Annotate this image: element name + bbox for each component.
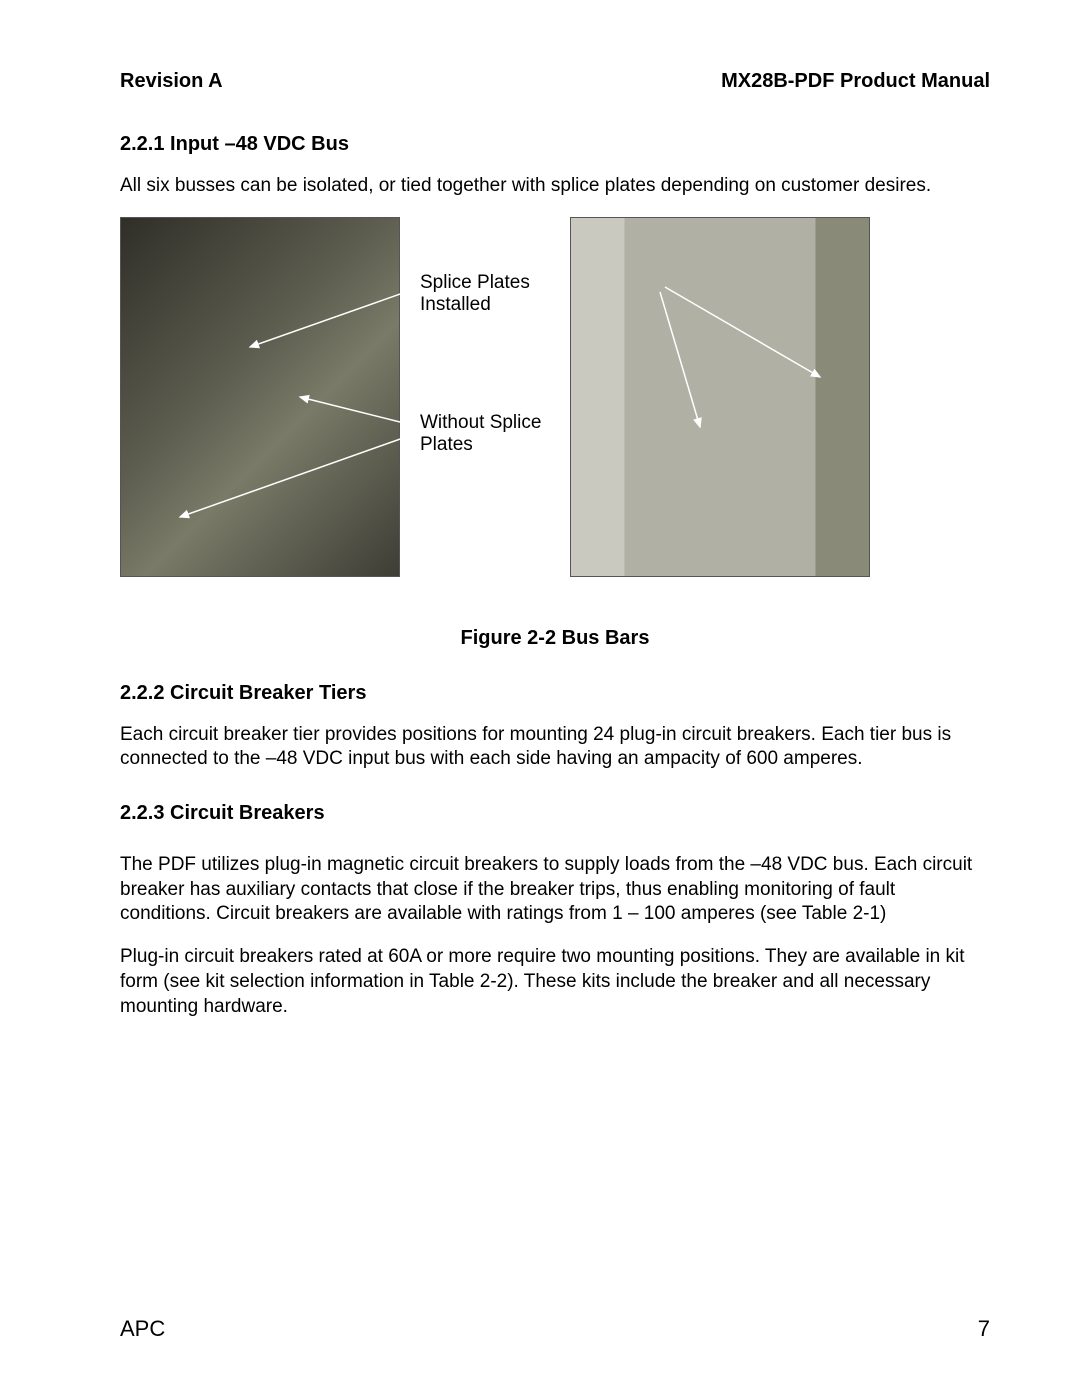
callout-without-splice: Without Splice Plates — [420, 412, 541, 458]
header-product: MX28B-PDF Product Manual — [721, 70, 990, 93]
page-header: Revision A MX28B-PDF Product Manual — [120, 70, 990, 93]
body-2-2-2: Each circuit breaker tier provides posit… — [120, 723, 990, 772]
header-revision: Revision A — [120, 70, 223, 93]
page-footer: APC 7 — [120, 1316, 990, 1342]
document-page: Revision A MX28B-PDF Product Manual 2.2.… — [0, 0, 1080, 1397]
footer-page-number: 7 — [978, 1316, 990, 1342]
body-2-2-1: All six busses can be isolated, or tied … — [120, 174, 990, 199]
figure-caption: Figure 2-2 Bus Bars — [120, 627, 990, 650]
photo-left-bus-bars — [120, 217, 400, 577]
callout-text: Installed — [420, 294, 491, 315]
callout-text: Plates — [420, 434, 473, 455]
heading-2-2-2: 2.2.2 Circuit Breaker Tiers — [120, 682, 990, 705]
body-2-2-3-p2: Plug-in circuit breakers rated at 60A or… — [120, 945, 990, 1019]
body-2-2-3-p1: The PDF utilizes plug-in magnetic circui… — [120, 853, 990, 927]
callout-splice-installed: Splice Plates Installed — [420, 272, 530, 318]
photo-right-bus-bars — [570, 217, 870, 577]
heading-2-2-1: 2.2.1 Input –48 VDC Bus — [120, 133, 990, 156]
callout-text: Splice Plates — [420, 272, 530, 293]
figure-2-2: Splice Plates Installed Without Splice P… — [120, 217, 990, 597]
footer-company: APC — [120, 1316, 165, 1342]
callout-text: Without Splice — [420, 412, 541, 433]
heading-2-2-3: 2.2.3 Circuit Breakers — [120, 802, 990, 825]
